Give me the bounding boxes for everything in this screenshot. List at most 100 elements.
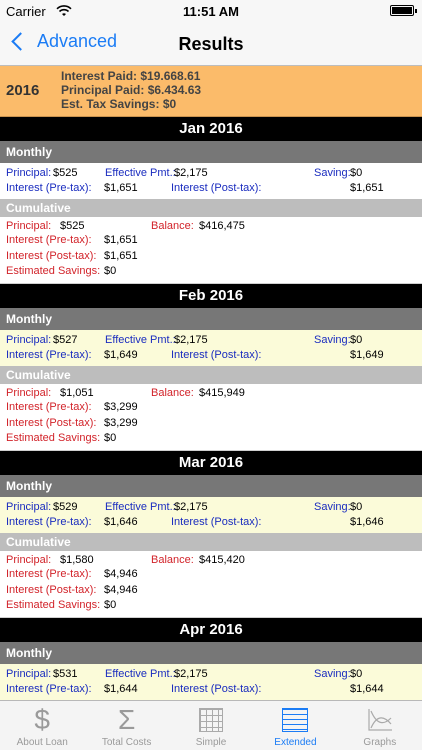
principal-label: Principal:	[6, 501, 52, 513]
results-list[interactable]: Jan 2016 Monthly Principal: $525 Effective P…	[0, 117, 422, 700]
monthly-header: Monthly	[0, 475, 422, 497]
tab-graphs[interactable]: Graphs	[338, 701, 422, 750]
monthly-header: Monthly	[0, 642, 422, 664]
month-header: Feb 2016	[0, 284, 422, 308]
saving-value: $0	[350, 334, 363, 346]
balance-label: Balance:	[151, 387, 194, 399]
tab-simple[interactable]: Simple	[169, 701, 253, 750]
principal-label: Principal:	[6, 668, 52, 680]
saving-value: $0	[350, 167, 363, 179]
tab-label: Graphs	[363, 737, 397, 748]
monthly-row[interactable]: Principal: $527 Effective Pmt.: $2,175 Savin…	[0, 330, 422, 366]
effective-pmt-value: $2,175	[174, 167, 208, 179]
navigation-bar: Advanced Results	[0, 22, 422, 66]
principal-label: Principal:	[6, 167, 52, 179]
dollar-icon: $	[34, 704, 50, 735]
balance-value: $416,475	[199, 220, 245, 232]
month-section: Jan 2016 Monthly Principal: $525 Effective P…	[0, 117, 422, 284]
cum-principal-value: $1,580	[60, 554, 94, 566]
interest-pre-value: $1,651	[104, 182, 138, 194]
cum-interest-pre-label: Interest (Pre-tax):	[6, 568, 92, 580]
tab-label: Extended	[274, 737, 317, 748]
cum-interest-pre-value: $3,299	[104, 401, 138, 413]
interest-pre-label: Interest (Pre-tax):	[6, 349, 92, 361]
month-section: Mar 2016 Monthly Principal: $529 Effective P…	[0, 451, 422, 618]
cumulative-row[interactable]: Principal: $1,051 Balance: $415,949 Interest…	[0, 384, 422, 451]
tab-bar: $ About Loan Σ Total Costs Simple Extend…	[0, 700, 422, 750]
monthly-row[interactable]: Principal: $525 Effective Pmt.: $2,175 Savin…	[0, 163, 422, 199]
principal-paid: Principal Paid: $6.434.63	[61, 83, 202, 97]
interest-post-value: $1,644	[350, 683, 384, 695]
saving-label: Saving:	[314, 167, 351, 179]
estimated-savings-value: $0	[104, 432, 117, 444]
cum-interest-post-label: Interest (Post-tax):	[6, 584, 97, 596]
saving-label: Saving:	[314, 334, 351, 346]
interest-post-label: Interest (Post-tax):	[171, 349, 262, 361]
cum-principal-label: Principal:	[6, 554, 52, 566]
interest-pre-label: Interest (Pre-tax):	[6, 683, 92, 695]
effective-pmt-label: Effective Pmt.:	[105, 334, 176, 346]
effective-pmt-value: $2,175	[174, 334, 208, 346]
graph-icon	[365, 705, 395, 735]
cum-interest-post-label: Interest (Post-tax):	[6, 250, 97, 262]
wifi-icon	[56, 5, 72, 16]
estimated-savings-value: $0	[104, 265, 117, 277]
tab-total-costs[interactable]: Σ Total Costs	[84, 701, 168, 750]
monthly-row[interactable]: Principal: $531 Effective Pmt.: $2,175 Savin…	[0, 664, 422, 700]
saving-label: Saving:	[314, 668, 351, 680]
estimated-savings-value: $0	[104, 599, 117, 611]
status-bar: Carrier 11:51 AM	[0, 0, 422, 22]
year-summary[interactable]: 2016 Interest Paid: $19.668.61 Principal…	[0, 66, 422, 117]
balance-label: Balance:	[151, 554, 194, 566]
list-icon	[280, 705, 310, 735]
cum-interest-pre-label: Interest (Pre-tax):	[6, 234, 92, 246]
principal-label: Principal:	[6, 334, 52, 346]
estimated-savings-label: Estimated Savings:	[6, 265, 101, 277]
saving-label: Saving:	[314, 501, 351, 513]
back-button[interactable]: Advanced	[10, 31, 117, 52]
year-label: 2016	[6, 82, 40, 99]
monthly-header: Monthly	[0, 308, 422, 330]
cum-interest-post-value: $3,299	[104, 417, 138, 429]
sigma-icon: Σ	[117, 704, 136, 735]
cum-interest-pre-value: $4,946	[104, 568, 138, 580]
interest-pre-value: $1,644	[104, 683, 138, 695]
cum-principal-label: Principal:	[6, 220, 52, 232]
effective-pmt-value: $2,175	[174, 668, 208, 680]
monthly-row[interactable]: Principal: $529 Effective Pmt.: $2,175 Savin…	[0, 497, 422, 533]
month-header: Apr 2016	[0, 618, 422, 642]
status-time: 11:51 AM	[183, 4, 239, 19]
month-section: Apr 2016 Monthly Principal: $531 Effective P…	[0, 618, 422, 700]
page-title: Results	[178, 34, 244, 54]
cum-interest-post-label: Interest (Post-tax):	[6, 417, 97, 429]
saving-value: $0	[350, 501, 363, 513]
interest-post-value: $1,651	[350, 182, 384, 194]
cumulative-row[interactable]: Principal: $525 Balance: $416,475 Interest (…	[0, 217, 422, 284]
effective-pmt-label: Effective Pmt.:	[105, 668, 176, 680]
effective-pmt-label: Effective Pmt.:	[105, 167, 176, 179]
effective-pmt-value: $2,175	[174, 501, 208, 513]
cumulative-row[interactable]: Principal: $1,580 Balance: $415,420 Interest…	[0, 551, 422, 618]
interest-pre-label: Interest (Pre-tax):	[6, 182, 92, 194]
cum-principal-value: $1,051	[60, 387, 94, 399]
interest-post-value: $1,649	[350, 349, 384, 361]
estimated-savings-label: Estimated Savings:	[6, 432, 101, 444]
cum-interest-post-value: $4,946	[104, 584, 138, 596]
month-header: Mar 2016	[0, 451, 422, 475]
balance-label: Balance:	[151, 220, 194, 232]
saving-value: $0	[350, 668, 363, 680]
principal-value: $525	[53, 167, 78, 179]
interest-pre-label: Interest (Pre-tax):	[6, 516, 92, 528]
interest-paid: Interest Paid: $19.668.61	[61, 69, 201, 83]
tab-label: About Loan	[16, 737, 68, 748]
cumulative-header: Cumulative	[0, 199, 422, 217]
cum-interest-pre-value: $1,651	[104, 234, 138, 246]
cumulative-header: Cumulative	[0, 366, 422, 384]
interest-pre-value: $1,646	[104, 516, 138, 528]
interest-post-label: Interest (Post-tax):	[171, 516, 262, 528]
principal-value: $529	[53, 501, 78, 513]
tab-label: Total Costs	[101, 737, 152, 748]
tab-extended[interactable]: Extended	[253, 701, 337, 750]
tab-about-loan[interactable]: $ About Loan	[0, 701, 84, 750]
cum-interest-post-value: $1,651	[104, 250, 138, 262]
